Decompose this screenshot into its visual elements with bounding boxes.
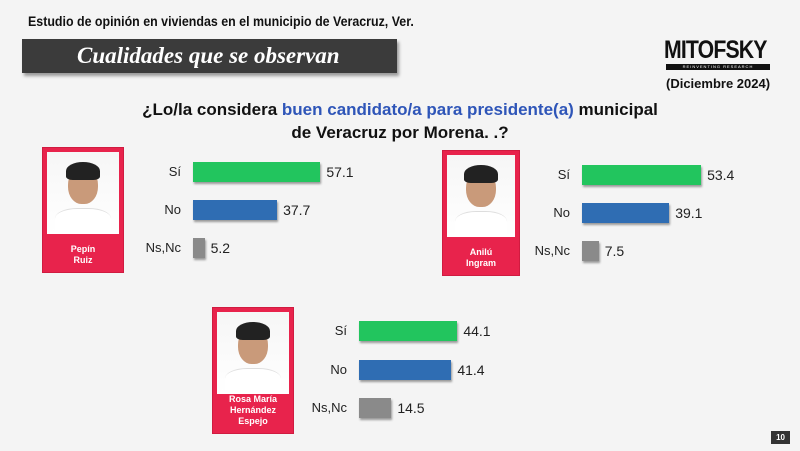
- value-label: 5.2: [210, 240, 231, 256]
- value-label: 7.5: [604, 243, 625, 259]
- candidate-photo: [447, 155, 515, 237]
- candidate-name: Pepín Ruiz: [43, 244, 123, 266]
- question-text: ¿Lo/la considera: [142, 100, 282, 119]
- candidate-name-line: Hernández: [229, 405, 276, 415]
- candidate-card: Anilú Ingram: [442, 150, 520, 276]
- survey-question: ¿Lo/la considera buen candidato/a para p…: [0, 98, 800, 144]
- category-label: Sí: [168, 164, 181, 179]
- candidate-name-line: Ruiz: [73, 255, 93, 265]
- value-label: 39.1: [675, 205, 703, 221]
- page-number: 10: [771, 431, 790, 444]
- category-label: Sí: [557, 167, 570, 182]
- bar-nsnc: [359, 398, 392, 418]
- category-label: No: [330, 362, 347, 377]
- value-label: 37.7: [283, 202, 311, 218]
- question-text-end: municipal: [573, 100, 658, 119]
- candidate-card: Rosa María Hernández Espejo: [212, 307, 294, 434]
- bar-si: [582, 165, 702, 185]
- candidate-name-line: Ingram: [465, 258, 496, 268]
- bar-si: [193, 162, 321, 182]
- candidate-name-line: Espejo: [238, 416, 268, 426]
- bar-no: [582, 203, 670, 223]
- survey-date: (Diciembre 2024): [666, 76, 771, 91]
- candidate-photo: [217, 312, 289, 394]
- category-label: Ns,Nc: [145, 240, 181, 255]
- candidate-card: Pepín Ruiz: [42, 147, 124, 273]
- candidate-name: Anilú Ingram: [443, 247, 519, 269]
- category-label: Ns,Nc: [534, 243, 570, 258]
- mitofsky-logo: MITOFSKY: [664, 36, 767, 64]
- category-label: No: [553, 205, 570, 220]
- value-label: 14.5: [397, 400, 425, 416]
- bar-nsnc: [193, 238, 205, 258]
- category-label: Ns,Nc: [311, 400, 347, 415]
- bar-si: [359, 321, 458, 341]
- bar-no: [359, 360, 452, 380]
- question-line2: de Veracruz por Morena. .?: [291, 123, 509, 142]
- candidate-name: Rosa María Hernández Espejo: [213, 394, 293, 427]
- value-label: 53.4: [707, 167, 735, 183]
- value-label: 41.4: [457, 362, 485, 378]
- bar-no: [193, 200, 278, 220]
- candidate-photo: [47, 152, 119, 234]
- category-label: No: [164, 202, 181, 217]
- question-highlight: buen candidato/a para presidente(a): [281, 100, 574, 119]
- bar-nsnc: [582, 241, 599, 261]
- value-label: 44.1: [463, 323, 491, 339]
- study-subtitle: Estudio de opinión en viviendas en el mu…: [28, 14, 414, 29]
- candidate-name-line: Pepín: [70, 244, 96, 254]
- logo-tagline: REINVENTING RESEARCH: [666, 64, 770, 70]
- candidate-name-line: Rosa María: [228, 394, 278, 404]
- candidate-name-line: Anilú: [469, 247, 493, 257]
- category-label: Sí: [334, 323, 347, 338]
- section-banner: Cualidades que se observan: [22, 39, 397, 73]
- value-label: 57.1: [326, 164, 354, 180]
